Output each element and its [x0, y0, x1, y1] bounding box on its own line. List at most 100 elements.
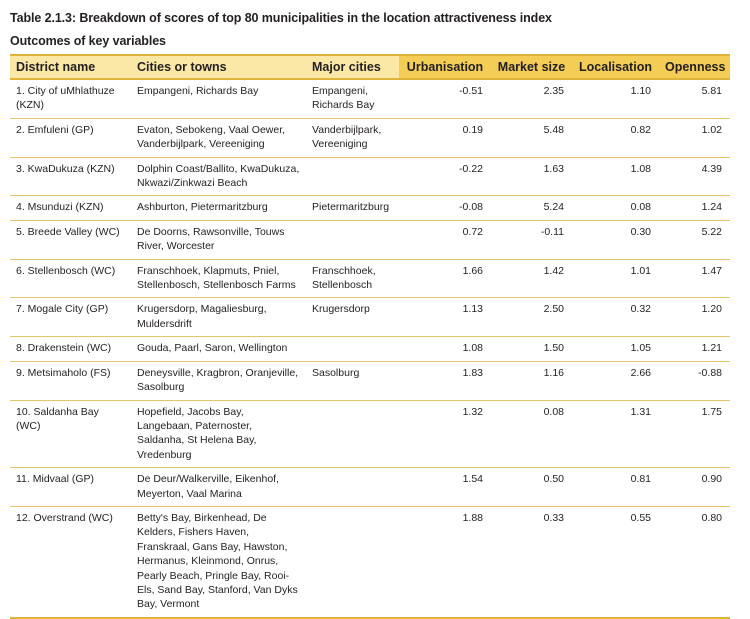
- cell-towns: Hopefield, Jacobs Bay, Langebaan, Patern…: [131, 400, 306, 469]
- table-row: 6. Stellenbosch (WC) Franschhoek, Klapmut…: [10, 259, 730, 299]
- header-row: District name Cities or towns Major citi…: [10, 54, 730, 80]
- cell-urbanisation: 1.83: [399, 361, 491, 401]
- table-row: 9. Metsimaholo (FS) Deneysville, Kragbron…: [10, 361, 730, 401]
- cell-localisation: 1.31: [572, 400, 659, 469]
- cell-localisation: 1.05: [572, 336, 659, 362]
- table-row: 3. KwaDukuza (KZN) Dolphin Coast/Ballito,…: [10, 157, 730, 197]
- cell-district: 8. Drakenstein (WC): [10, 336, 131, 362]
- cell-towns: Deneysville, Kragbron, Oranjeville, Saso…: [131, 361, 306, 401]
- cell-towns: Ashburton, Pietermaritzburg: [131, 195, 306, 221]
- cell-market-size: 5.24: [491, 195, 572, 221]
- cell-towns: Betty's Bay, Birkenhead, De Kelders, Fis…: [131, 506, 306, 619]
- cell-district: 9. Metsimaholo (FS): [10, 361, 131, 401]
- cell-market-size: 0.33: [491, 506, 572, 619]
- cell-openness: 0.80: [659, 506, 730, 619]
- cell-market-size: 1.63: [491, 157, 572, 197]
- header-towns: Cities or towns: [131, 54, 306, 80]
- table-row: 5. Breede Valley (WC) De Doorns, Rawsonvi…: [10, 220, 730, 260]
- cell-urbanisation: 1.54: [399, 467, 491, 507]
- cell-localisation: 2.66: [572, 361, 659, 401]
- cell-major-cities: Krugersdorp: [306, 297, 399, 338]
- table-row: 4. Msunduzi (KZN) Ashburton, Pietermaritz…: [10, 195, 730, 221]
- cell-towns: Evaton, Sebokeng, Vaal Oewer, Vanderbijl…: [131, 118, 306, 158]
- cell-district: 6. Stellenbosch (WC): [10, 259, 131, 299]
- table-row: 7. Mogale City (GP) Krugersdorp, Magalies…: [10, 297, 730, 338]
- cell-district: 3. KwaDukuza (KZN): [10, 157, 131, 197]
- cell-localisation: 0.30: [572, 220, 659, 260]
- cell-towns: Empangeni, Richards Bay: [131, 79, 306, 119]
- cell-localisation: 1.10: [572, 79, 659, 119]
- cell-towns: De Doorns, Rawsonville, Touws River, Wor…: [131, 220, 306, 260]
- table-row: 8. Drakenstein (WC) Gouda, Paarl, Saron, …: [10, 336, 730, 362]
- cell-towns: De Deur/Walkerville, Eikenhof, Meyerton,…: [131, 467, 306, 507]
- cell-openness: 1.20: [659, 297, 730, 338]
- cell-urbanisation: -0.22: [399, 157, 491, 197]
- cell-urbanisation: 1.88: [399, 506, 491, 619]
- cell-major-cities: Empangeni, Richards Bay: [306, 79, 399, 119]
- cell-district: 11. Midvaal (GP): [10, 467, 131, 507]
- cell-market-size: -0.11: [491, 220, 572, 260]
- cell-district: 5. Breede Valley (WC): [10, 220, 131, 260]
- cell-urbanisation: 1.13: [399, 297, 491, 338]
- table-subtitle: Outcomes of key variables: [10, 34, 166, 48]
- header-urbanisation: Urbanisation: [399, 54, 491, 80]
- cell-market-size: 0.08: [491, 400, 572, 469]
- cell-openness: 1.24: [659, 195, 730, 221]
- cell-market-size: 1.16: [491, 361, 572, 401]
- header-district: District name: [10, 54, 131, 80]
- cell-localisation: 1.08: [572, 157, 659, 197]
- cell-major-cities: Pietermaritzburg: [306, 195, 399, 221]
- cell-urbanisation: -0.51: [399, 79, 491, 119]
- table-header: District name Cities or towns Major citi…: [10, 54, 730, 80]
- cell-localisation: 0.82: [572, 118, 659, 158]
- cell-openness: 1.02: [659, 118, 730, 158]
- header-openness: Openness: [659, 54, 730, 80]
- cell-openness: 1.21: [659, 336, 730, 362]
- cell-market-size: 0.50: [491, 467, 572, 507]
- cell-openness: 1.75: [659, 400, 730, 469]
- cell-towns: Franschhoek, Klapmuts, Pniel, Stellenbos…: [131, 259, 306, 299]
- cell-localisation: 0.55: [572, 506, 659, 619]
- cell-major-cities: [306, 157, 399, 197]
- header-major-cities: Major cities: [306, 54, 399, 80]
- cell-urbanisation: -0.08: [399, 195, 491, 221]
- cell-major-cities: [306, 506, 399, 619]
- cell-major-cities: Sasolburg: [306, 361, 399, 401]
- cell-localisation: 0.08: [572, 195, 659, 221]
- table-row: 1. City of uMhlathuze (KZN) Empangeni, Ri…: [10, 79, 730, 119]
- cell-district: 7. Mogale City (GP): [10, 297, 131, 338]
- cell-district: 10. Saldanha Bay (WC): [10, 400, 131, 469]
- cell-market-size: 2.35: [491, 79, 572, 119]
- cell-openness: 0.90: [659, 467, 730, 507]
- table-row: 11. Midvaal (GP) De Deur/Walkerville, Eik…: [10, 467, 730, 507]
- cell-market-size: 5.48: [491, 118, 572, 158]
- cell-urbanisation: 1.08: [399, 336, 491, 362]
- cell-openness: 1.47: [659, 259, 730, 299]
- cell-major-cities: Vanderbijlpark, Vereeniging: [306, 118, 399, 158]
- cell-towns: Gouda, Paarl, Saron, Wellington: [131, 336, 306, 362]
- cell-urbanisation: 1.66: [399, 259, 491, 299]
- cell-localisation: 1.01: [572, 259, 659, 299]
- cell-district: 12. Overstrand (WC): [10, 506, 131, 619]
- cell-market-size: 1.42: [491, 259, 572, 299]
- cell-major-cities: [306, 336, 399, 362]
- cell-openness: -0.88: [659, 361, 730, 401]
- cell-urbanisation: 1.32: [399, 400, 491, 469]
- cell-localisation: 0.81: [572, 467, 659, 507]
- cell-openness: 5.22: [659, 220, 730, 260]
- table-row: 2. Emfuleni (GP) Evaton, Sebokeng, Vaal O…: [10, 118, 730, 158]
- cell-towns: Dolphin Coast/Ballito, KwaDukuza, Nkwazi…: [131, 157, 306, 197]
- cell-openness: 5.81: [659, 79, 730, 119]
- cell-district: 4. Msunduzi (KZN): [10, 195, 131, 221]
- scores-table: District name Cities or towns Major citi…: [10, 54, 730, 619]
- cell-major-cities: [306, 467, 399, 507]
- cell-district: 2. Emfuleni (GP): [10, 118, 131, 158]
- table-container: Table 2.1.3: Breakdown of scores of top …: [10, 10, 730, 619]
- cell-openness: 4.39: [659, 157, 730, 197]
- cell-urbanisation: 0.19: [399, 118, 491, 158]
- cell-urbanisation: 0.72: [399, 220, 491, 260]
- cell-market-size: 1.50: [491, 336, 572, 362]
- cell-market-size: 2.50: [491, 297, 572, 338]
- cell-major-cities: Franschhoek, Stellenbosch: [306, 259, 399, 299]
- table-body: 1. City of uMhlathuze (KZN) Empangeni, Ri…: [10, 79, 730, 619]
